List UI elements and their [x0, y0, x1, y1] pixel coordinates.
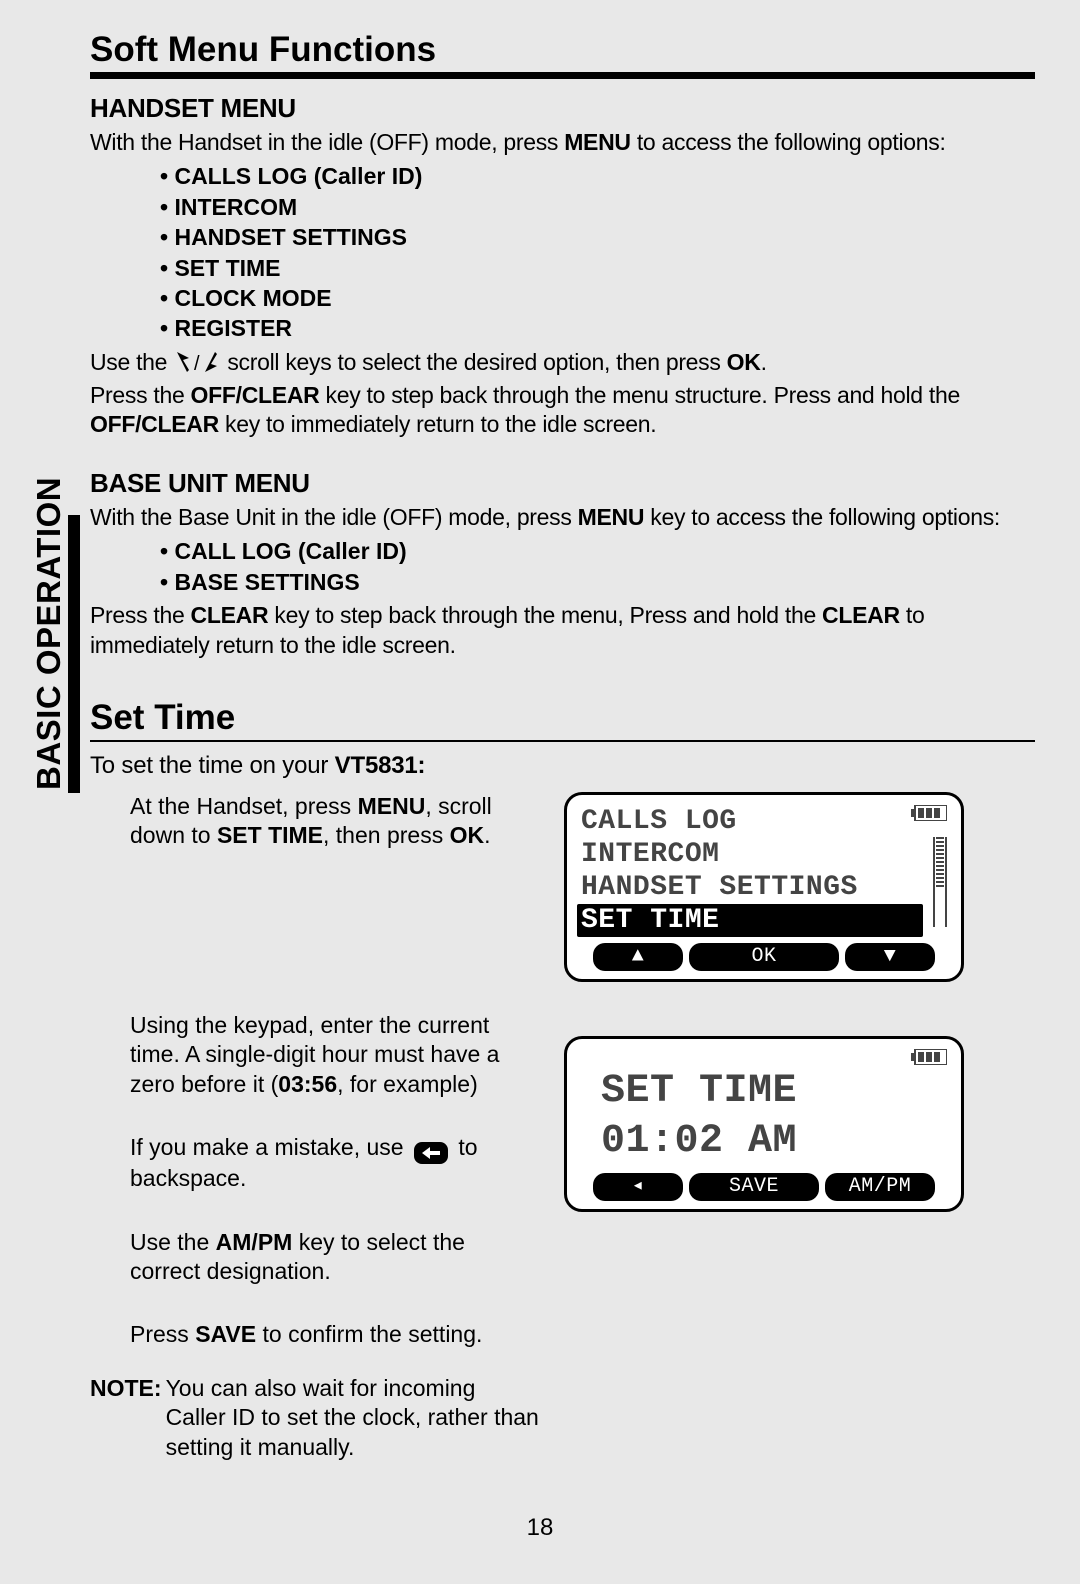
- lcd-softkey-up: ▲: [593, 943, 683, 971]
- arrows-icon: /: [175, 350, 219, 381]
- handset-menu-list: • CALLS LOG (Caller ID) • INTERCOM • HAN…: [160, 161, 1035, 343]
- battery-icon: [911, 805, 947, 826]
- menu-item: • REGISTER: [160, 313, 1035, 343]
- title-rule-thin: [90, 740, 1035, 742]
- lcd-softkey-ok: OK: [689, 943, 839, 971]
- lcd-softkey-back: ◂: [593, 1173, 683, 1201]
- menu-item: • HANDSET SETTINGS: [160, 222, 1035, 252]
- handset-intro: With the Handset in the idle (OFF) mode,…: [90, 128, 1035, 157]
- set-time-note: NOTE: You can also wait for incoming Cal…: [90, 1374, 540, 1462]
- section-title-set-time: Set Time: [90, 698, 1035, 738]
- lcd-illustrations: CALLS LOG INTERCOM HANDSET SETTINGS SET …: [564, 792, 1035, 1462]
- lcd-screen-menu: CALLS LOG INTERCOM HANDSET SETTINGS SET …: [564, 792, 964, 982]
- side-label-bar: [68, 515, 80, 793]
- battery-icon: [911, 1049, 947, 1070]
- base-clear-instruction: Press the CLEAR key to step back through…: [90, 601, 1035, 660]
- menu-item: • SET TIME: [160, 253, 1035, 283]
- lcd-softkey-ampm: AM/PM: [825, 1173, 935, 1201]
- set-time-steps: At the Handset, press MENU, scroll down …: [90, 792, 540, 1462]
- side-section-label: BASIC OPERATION: [30, 477, 68, 790]
- lcd-softkey-down: ▼: [845, 943, 935, 971]
- menu-item: • CALL LOG (Caller ID): [160, 536, 1035, 566]
- step-1: At the Handset, press MENU, scroll down …: [130, 792, 540, 851]
- menu-item: • INTERCOM: [160, 192, 1035, 222]
- lcd-screen-settime: SET TIME 01:02 AM ◂ SAVE AM/PM: [564, 1036, 964, 1212]
- svg-text:/: /: [194, 353, 200, 374]
- step-4: Use the AM/PM key to select the correct …: [130, 1228, 540, 1287]
- lcd-menu-line: INTERCOM: [577, 838, 923, 871]
- lcd-softkey-row: ◂ SAVE AM/PM: [577, 1173, 951, 1201]
- section-title-soft-menu: Soft Menu Functions: [90, 30, 1035, 70]
- base-menu-list: • CALL LOG (Caller ID) • BASE SETTINGS: [160, 536, 1035, 597]
- handset-scroll-instruction: Use the / scroll keys to select the desi…: [90, 348, 1035, 381]
- heading-base-menu: BASE UNIT MENU: [90, 468, 1035, 499]
- lcd-scrollbar: [933, 837, 947, 927]
- base-intro: With the Base Unit in the idle (OFF) mod…: [90, 503, 1035, 532]
- page-content: Soft Menu Functions HANDSET MENU With th…: [90, 30, 1035, 1462]
- heading-handset-menu: HANDSET MENU: [90, 93, 1035, 124]
- manual-page: BASIC OPERATION Soft Menu Functions HAND…: [0, 0, 1080, 1584]
- step-5: Press SAVE to confirm the setting.: [130, 1320, 540, 1349]
- lcd-softkey-row: ▲ OK ▼: [577, 943, 951, 971]
- menu-item: • CLOCK MODE: [160, 283, 1035, 313]
- menu-item: • CALLS LOG (Caller ID): [160, 161, 1035, 191]
- step-2: Using the keypad, enter the current time…: [130, 1011, 540, 1099]
- title-rule: [90, 72, 1035, 79]
- handset-offclear-instruction: Press the OFF/CLEAR key to step back thr…: [90, 381, 1035, 440]
- backspace-icon: [414, 1142, 448, 1164]
- lcd-menu-line-selected: SET TIME: [577, 904, 923, 937]
- step-3: If you make a mistake, use to backspace.: [130, 1133, 540, 1193]
- menu-item: • BASE SETTINGS: [160, 567, 1035, 597]
- lcd-menu-line: CALLS LOG: [577, 805, 923, 838]
- lcd-settime-label: SET TIME: [577, 1067, 951, 1117]
- lcd-menu-line: HANDSET SETTINGS: [577, 871, 923, 904]
- lcd-settime-value: 01:02 AM: [577, 1117, 951, 1167]
- lcd-softkey-save: SAVE: [689, 1173, 819, 1201]
- page-number: 18: [0, 1514, 1080, 1542]
- set-time-intro: To set the time on your VT5831:: [90, 752, 1035, 780]
